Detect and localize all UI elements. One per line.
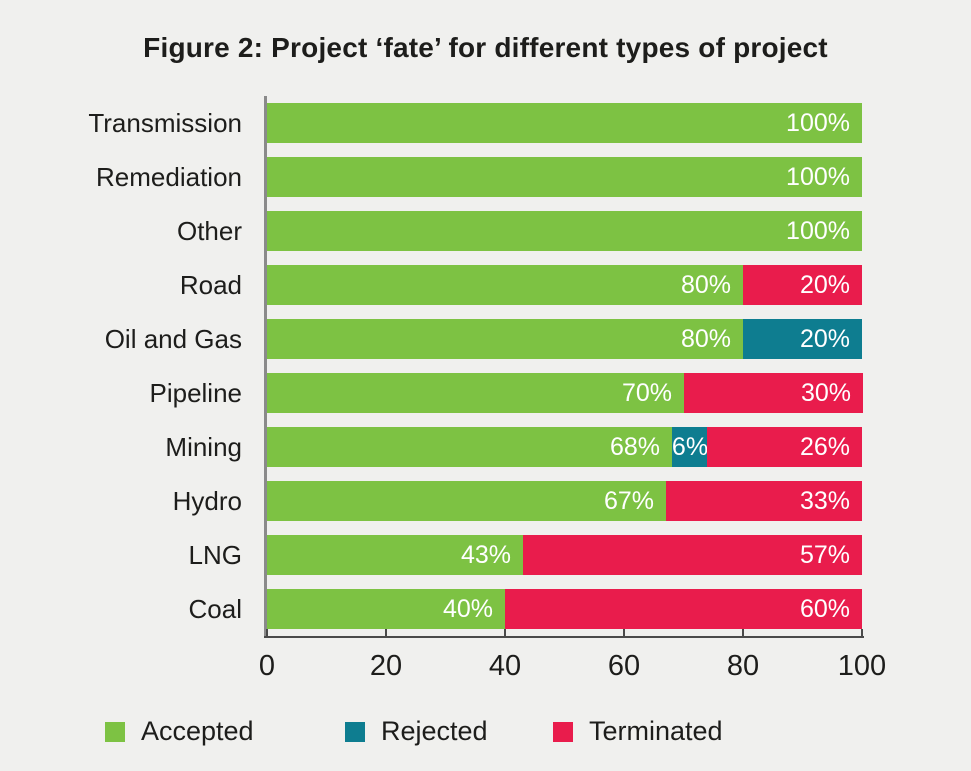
x-axis-tick	[861, 629, 863, 636]
value-label: 43%	[460, 541, 511, 569]
legend-label: Rejected	[381, 716, 488, 746]
bar-segment-terminated: 26%	[707, 427, 862, 467]
value-label: 67%	[603, 487, 654, 515]
category-label: Remediation	[96, 162, 242, 192]
value-label: 57%	[799, 541, 850, 569]
bar-segment-accepted: 40%	[267, 589, 505, 629]
bar-segment-terminated: 30%	[684, 373, 863, 413]
bar-segment-accepted: 70%	[267, 373, 684, 413]
bar-segment-accepted: 43%	[267, 535, 523, 575]
bar-segment-accepted: 80%	[267, 319, 743, 359]
bar-segment-accepted: 100%	[267, 157, 862, 197]
value-label: 6%	[671, 433, 709, 461]
value-label: 20%	[799, 325, 850, 353]
x-axis-tick-label: 40	[488, 650, 522, 682]
bar-segment-terminated: 33%	[666, 481, 862, 521]
value-label: 26%	[799, 433, 850, 461]
x-axis-tick	[385, 629, 387, 636]
legend-swatch-terminated	[553, 722, 573, 742]
value-label: 60%	[799, 595, 850, 623]
bar-segment-terminated: 60%	[505, 589, 862, 629]
bar-track: 80% 20%	[267, 265, 862, 305]
category-label: Road	[179, 270, 242, 300]
bar-row: Mining 68% 6% 26%	[0, 427, 971, 467]
bar-row: Remediation 100%	[0, 157, 971, 197]
bar-track: 67% 33%	[267, 481, 862, 521]
category-label: Transmission	[88, 108, 242, 138]
bar-row: Road 80% 20%	[0, 265, 971, 305]
value-label: 20%	[799, 271, 850, 299]
category-label: Pipeline	[149, 378, 242, 408]
category-label: Oil and Gas	[104, 324, 242, 354]
x-axis-tick-label: 80	[726, 650, 760, 682]
bar-segment-terminated: 57%	[523, 535, 862, 575]
legend-label: Terminated	[589, 716, 723, 746]
x-axis-tick	[742, 629, 744, 636]
legend-swatch-accepted	[105, 722, 125, 742]
bar-track: 40% 60%	[267, 589, 862, 629]
category-label: Mining	[165, 432, 242, 462]
category-label: Other	[176, 216, 242, 246]
value-label: 100%	[786, 217, 850, 245]
bar-track: 100%	[267, 103, 862, 143]
value-label: 100%	[786, 163, 850, 191]
legend: Accepted Rejected Terminated	[0, 715, 971, 755]
x-axis-tick-label: 0	[258, 650, 276, 682]
bar-row: LNG 43% 57%	[0, 535, 971, 575]
bar-row: Coal 40% 60%	[0, 589, 971, 629]
value-label: 68%	[609, 433, 660, 461]
bar-row: Hydro 67% 33%	[0, 481, 971, 521]
bar-row: Pipeline 70% 30%	[0, 373, 971, 413]
x-axis-tick	[623, 629, 625, 636]
bar-segment-rejected: 6%	[672, 427, 708, 467]
value-label: 40%	[442, 595, 493, 623]
value-label: 80%	[680, 271, 731, 299]
category-label: LNG	[188, 540, 242, 570]
y-axis-line	[264, 96, 267, 637]
bar-row: Other 100%	[0, 211, 971, 251]
bar-track: 70% 30%	[267, 373, 863, 413]
category-label: Hydro	[172, 486, 242, 516]
bar-segment-rejected: 20%	[743, 319, 862, 359]
x-axis-tick-label: 20	[369, 650, 403, 682]
value-label: 30%	[800, 379, 851, 407]
bar-segment-accepted: 68%	[267, 427, 672, 467]
bar-track: 100%	[267, 211, 862, 251]
legend-swatch-rejected	[345, 722, 365, 742]
value-label: 33%	[799, 487, 850, 515]
bar-segment-accepted: 67%	[267, 481, 666, 521]
bar-row: Transmission 100%	[0, 103, 971, 143]
value-label: 100%	[786, 109, 850, 137]
bar-row: Oil and Gas 80% 20%	[0, 319, 971, 359]
bar-segment-accepted: 100%	[267, 103, 862, 143]
bar-track: 100%	[267, 157, 862, 197]
x-axis-tick	[266, 629, 268, 636]
x-axis-tick-label: 100	[837, 650, 887, 682]
bar-track: 43% 57%	[267, 535, 862, 575]
value-label: 80%	[680, 325, 731, 353]
legend-label: Accepted	[141, 716, 254, 746]
bar-segment-accepted: 100%	[267, 211, 862, 251]
x-axis-tick-label: 60	[607, 650, 641, 682]
x-axis-line	[264, 636, 864, 638]
chart-title: Figure 2: Project ‘fate’ for different t…	[143, 32, 828, 63]
bar-track: 80% 20%	[267, 319, 862, 359]
category-label: Coal	[188, 594, 242, 624]
bar-segment-accepted: 80%	[267, 265, 743, 305]
bar-segment-terminated: 20%	[743, 265, 862, 305]
x-axis-tick	[504, 629, 506, 636]
bar-track: 68% 6% 26%	[267, 427, 862, 467]
value-label: 70%	[621, 379, 672, 407]
